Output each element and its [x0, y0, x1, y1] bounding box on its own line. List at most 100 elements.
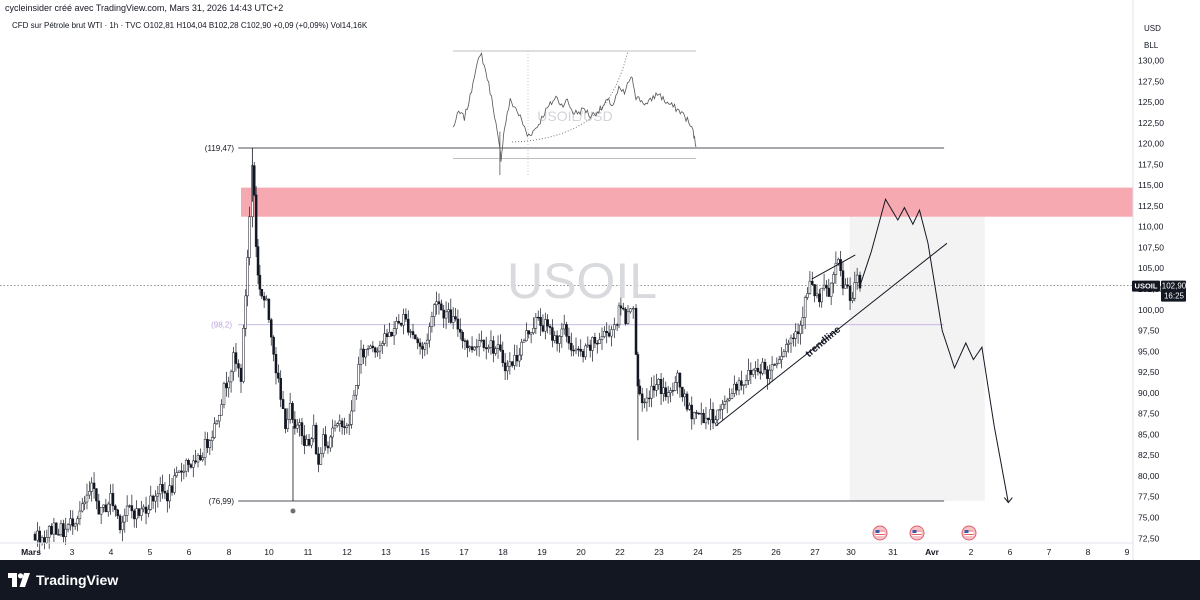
candle-body — [508, 361, 512, 367]
candle-body — [333, 425, 337, 429]
candle-body — [763, 361, 767, 370]
candle-body — [484, 347, 488, 350]
candle-body — [378, 345, 382, 352]
candle — [147, 504, 150, 518]
candle — [295, 419, 299, 433]
forecast-path[interactable] — [859, 198, 1009, 503]
candle-body — [206, 438, 209, 448]
candle — [381, 340, 384, 355]
candle-body — [388, 332, 391, 337]
candle — [484, 336, 488, 360]
candle-body — [64, 528, 67, 538]
candle — [123, 508, 127, 533]
candle-body — [194, 460, 197, 463]
candle — [64, 517, 67, 546]
candle — [168, 474, 171, 509]
candle — [751, 368, 755, 378]
candle-body — [305, 439, 308, 446]
candle — [643, 398, 646, 409]
candle — [189, 462, 193, 469]
candle-body — [177, 470, 181, 473]
candle — [447, 302, 450, 323]
candle — [593, 332, 597, 349]
candle — [310, 437, 313, 449]
price-chart[interactable]: USOIL/USD USOIL trendline USDBLL72,5075,… — [0, 0, 1200, 560]
resistance-zone[interactable] — [241, 187, 1133, 217]
channel-upper-line[interactable] — [811, 254, 856, 280]
candle-body — [326, 445, 330, 449]
flag-field — [875, 530, 885, 536]
candle-body — [352, 394, 356, 412]
candle-body — [244, 295, 247, 329]
candle — [99, 507, 103, 525]
candle-body — [81, 503, 84, 512]
price-tag-symbol: USOIL — [1135, 282, 1158, 291]
candle-body — [688, 404, 691, 410]
candle — [163, 482, 167, 500]
candle — [397, 314, 401, 324]
candle — [395, 316, 398, 335]
candle — [329, 435, 332, 452]
candle-body — [527, 330, 531, 335]
candle — [501, 341, 505, 367]
candle-body — [513, 355, 516, 366]
tradingview-logo-icon — [8, 573, 30, 587]
candle — [525, 322, 528, 342]
candle — [343, 417, 346, 435]
candle — [685, 391, 689, 412]
candle — [529, 332, 533, 344]
candle — [33, 531, 37, 541]
candle — [806, 287, 809, 300]
time-tick-label: 26 — [771, 547, 781, 557]
candle-body — [789, 337, 793, 344]
candle — [218, 414, 221, 428]
candle — [742, 384, 745, 395]
candle — [213, 417, 216, 440]
candle-body — [371, 345, 375, 349]
candle — [515, 344, 519, 367]
flag-us-icon[interactable] — [909, 525, 925, 541]
candle — [220, 399, 223, 416]
candle-body — [803, 297, 807, 318]
trendline[interactable] — [715, 242, 948, 427]
flag-us-icon[interactable] — [872, 525, 888, 541]
candle — [588, 339, 592, 358]
candle — [459, 318, 462, 340]
candle — [598, 332, 601, 344]
candle-body — [775, 363, 779, 366]
candle — [102, 504, 105, 513]
candle — [59, 519, 63, 537]
candle-body — [565, 324, 568, 337]
price-tick-label: 127,50 — [1138, 76, 1164, 86]
tradingview-logo[interactable]: TradingView — [8, 571, 118, 589]
candle-body — [95, 488, 98, 502]
candle-body — [366, 348, 370, 350]
time-tick-label: 3 — [70, 547, 75, 557]
candle — [175, 466, 178, 478]
candle-body — [59, 523, 63, 536]
candle — [794, 323, 797, 347]
candle-body — [725, 399, 729, 402]
candle-body — [106, 503, 110, 513]
candle-body — [477, 340, 481, 347]
candle-body — [140, 508, 143, 516]
candle — [144, 496, 148, 525]
candle — [494, 346, 497, 356]
flag-us-icon[interactable] — [961, 525, 977, 541]
candle — [111, 483, 115, 513]
price-tick-label: 85,00 — [1138, 429, 1160, 439]
candle — [785, 338, 788, 358]
candle-body — [199, 455, 202, 461]
price-tick-label: 117,50 — [1138, 159, 1164, 169]
candle-body — [218, 414, 221, 422]
candle-body — [475, 346, 479, 348]
candle — [227, 376, 230, 398]
candle — [803, 295, 807, 330]
candle-body — [494, 348, 497, 354]
candle — [411, 323, 415, 339]
candle-body — [418, 342, 422, 347]
candle-body — [270, 319, 273, 338]
candle — [196, 453, 200, 468]
candle — [855, 267, 859, 290]
candle-body — [168, 485, 171, 502]
